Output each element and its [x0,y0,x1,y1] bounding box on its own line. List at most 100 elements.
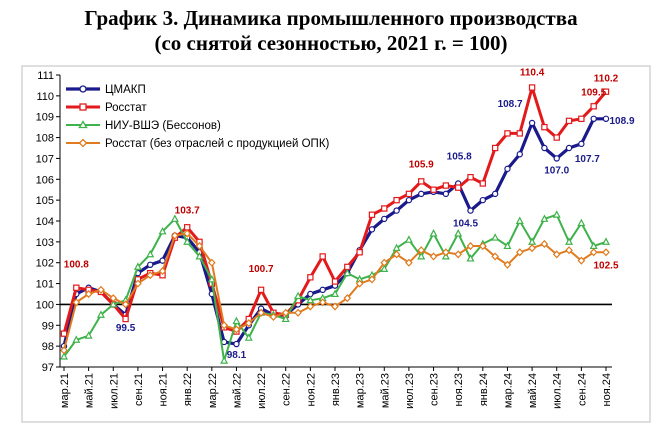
data-label: 99.5 [116,323,136,334]
data-point [72,335,81,343]
legend-entry-rosstat-ex-defense: Росстат (без отраслей с продукцией ОПК) [66,138,330,150]
data-labels: 100.8 99.5 103.7 98.1 100.7 105.9 105.8 104.5 10… [64,68,635,362]
x-tick-label-мар-23: мар.23 [355,373,367,408]
data-point [589,248,598,257]
data-point [60,346,68,355]
data-point [195,251,204,260]
data-point [565,246,573,255]
data-point [577,256,586,265]
data-label: 102.5 [593,260,618,271]
data-label: 107.0 [544,165,569,176]
data-point [207,274,216,283]
data-point [331,278,339,285]
data-point [84,289,93,299]
data-point [429,229,438,237]
y-tick-label: 100 [36,299,54,311]
data-point [146,249,155,258]
series-group [59,84,611,364]
data-point [343,294,352,303]
data-point [109,299,118,308]
data-point [503,241,512,250]
data-point [294,291,303,300]
data-point [307,274,314,281]
data-point [590,115,597,123]
data-point [491,233,500,241]
data-point [381,215,388,223]
legend-label-rosstat: Росстат [105,102,147,114]
data-point [565,117,573,125]
data-point [418,190,425,198]
data-point [602,248,610,257]
legend-marker-cmakp [79,85,87,93]
data-point [269,312,278,322]
legend-label-hse: НИУ-ВШЭ (Бессонов) [105,120,221,132]
data-point [109,294,118,303]
data-point [72,298,81,307]
data-label: 100.8 [64,260,89,271]
data-point [368,226,376,233]
data-point [232,316,241,325]
series-line-0 [62,117,606,347]
data-point [220,321,228,330]
y-tick-label: 103 [36,237,54,249]
data-label: 98.1 [227,350,247,361]
data-point [578,140,585,148]
plot-frame [21,65,651,423]
legend: ЦМАКП Росстат НИУ-ВШЭ (Бессонов) Росстат… [66,84,330,150]
data-point [404,235,413,243]
data-point [380,264,389,272]
data-label: 100.7 [249,264,274,275]
data-point [392,250,401,259]
y-tick-label: 106 [36,174,54,186]
data-point [541,123,548,131]
data-point [158,266,167,276]
data-point [319,253,326,260]
data-point [577,218,586,227]
data-point [442,190,450,198]
x-tick-label-июл-22: июл.22 [256,373,268,409]
data-point [479,180,487,187]
series-3 [60,229,610,355]
data-label: 109.5 [581,87,606,98]
data-point [183,229,192,238]
data-point [195,241,204,251]
x-tick-label-янв-22: янв.22 [182,373,194,406]
x-tick-label-май-24: май.24 [527,373,539,408]
data-point [417,251,426,260]
x-tick-label-май-21: май.21 [84,373,96,408]
data-point [454,184,462,191]
data-point [552,250,561,259]
data-label: 103.7 [175,205,200,216]
data-point [515,248,524,257]
x-tick-label-янв-23: янв.23 [330,373,342,406]
legend-marker-rosstat-ex-defense [78,138,88,148]
data-point [207,258,216,267]
y-tick-label: 99 [42,320,54,332]
data-point [553,134,560,141]
x-tick-label-ноя-24: ноя.24 [601,373,613,406]
data-point [158,226,167,235]
data-point [602,115,610,123]
data-point [442,182,450,189]
data-point [343,268,352,277]
title-line-2: (со снятой сезонностью, 2021 г. = 100) [154,31,508,55]
x-tick-label-мар-24: мар.24 [502,373,514,408]
data-point [528,119,536,127]
x-tick-label-янв-24: янв.24 [478,373,490,406]
data-point [491,252,499,261]
data-point [233,340,240,348]
data-point [454,229,463,237]
legend-entry-rosstat: Росстат [66,102,147,114]
data-point [393,196,400,204]
data-point [97,285,105,294]
data-point [528,244,536,253]
y-tick-label: 97 [42,362,54,374]
data-point [356,249,363,256]
data-point [553,155,560,162]
data-point [170,214,179,222]
x-tick-label-июл-21: июл.21 [108,373,120,409]
data-point [368,275,376,284]
data-point [466,241,475,251]
data-point [504,130,511,137]
